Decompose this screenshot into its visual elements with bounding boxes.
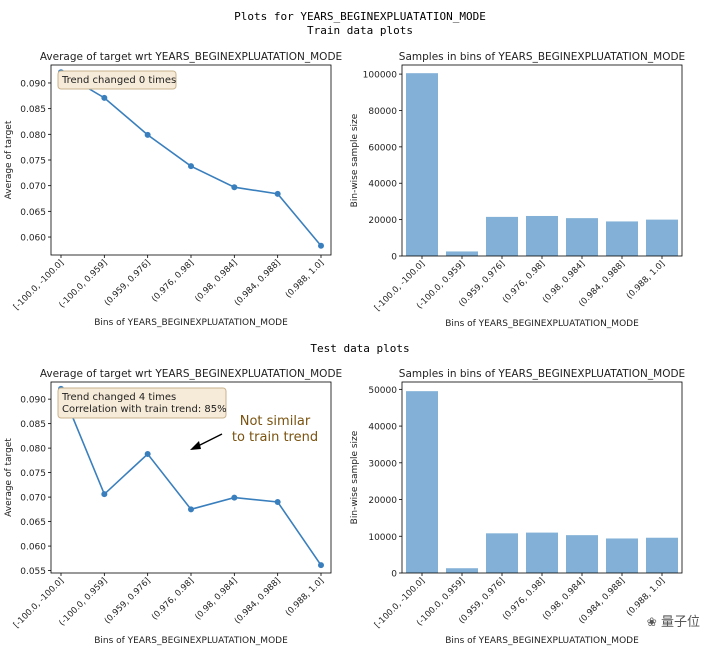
- train-bar-title: Samples in bins of YEARS_BEGINEXPLUATATI…: [399, 51, 685, 63]
- train-line-point: [274, 190, 281, 197]
- figure-title: Plots for YEARS_BEGINEXPLUATATION_MODE: [234, 10, 486, 23]
- test-line-ytick-label: 0.065: [20, 518, 46, 528]
- train-bar-xtick-label: (0.988, 1.0]: [625, 259, 667, 301]
- train-line-point: [318, 242, 324, 249]
- train-line-ytick-label: 0.085: [20, 105, 46, 115]
- test-bar-ytick-label: 0: [391, 570, 397, 580]
- test-line-xlabel: Bins of YEARS_BEGINEXPLUATATION_MODE: [94, 636, 288, 646]
- test-bar-bar: [486, 533, 518, 573]
- train-bar-ylabel: Bin-wise sample size: [350, 113, 360, 207]
- test-line-xtick-label: (0.984, 0.988]: [233, 576, 283, 626]
- test-bar-ytick-label: 20000: [368, 496, 397, 506]
- test-line-ytick-label: 0.090: [20, 396, 46, 406]
- train-line-xtick-label: (0.984, 0.988]: [233, 258, 283, 308]
- train-line-axes-frame: [50, 64, 332, 256]
- test-line-annotation-arrow: [195, 433, 223, 448]
- train-bar-ytick-label: 100000: [363, 71, 398, 81]
- test-line-info-line: Correlation with train trend: 85%: [62, 404, 227, 415]
- test-bar-bar: [646, 537, 678, 573]
- test-line-point: [101, 491, 108, 498]
- train-line-xtick-label: (0.988, 1.0]: [284, 258, 326, 300]
- train-bar-ytick-label: 40000: [368, 180, 397, 190]
- train-line-info-box: [57, 70, 177, 90]
- test-line-ylabel: Average of target: [4, 438, 14, 517]
- watermark: ❀ 量子位: [647, 611, 700, 630]
- train-line-point: [231, 184, 238, 191]
- test-section-header: Test data plots: [310, 342, 410, 355]
- test-line-info-box: [57, 387, 227, 419]
- test-line-info-line: Trend changed 4 times: [61, 392, 176, 403]
- train-line-point: [188, 163, 194, 170]
- test-bar-ylabel: Bin-wise sample size: [350, 430, 360, 524]
- train-bar-xlabel: Bins of YEARS_BEGINEXPLUATATION_MODE: [445, 319, 639, 329]
- train-bar-bar: [486, 216, 518, 256]
- test-line-annotation-arrowhead: [190, 441, 201, 450]
- train-section-header: Train data plots: [307, 24, 413, 37]
- test-bar-bar: [526, 532, 558, 573]
- test-bar-xlabel: Bins of YEARS_BEGINEXPLUATATION_MODE: [445, 636, 639, 646]
- train-line-xlabel: Bins of YEARS_BEGINEXPLUATATION_MODE: [94, 318, 288, 328]
- test-line-point: [188, 506, 194, 513]
- train-line-xtick-label: (0.98, 0.984]: [193, 258, 239, 304]
- train-line-ytick-label: 0.065: [20, 208, 46, 218]
- train-bar-ytick-label: 60000: [368, 143, 397, 153]
- watermark-logo-icon: ❀: [646, 615, 657, 629]
- train-line-ytick-label: 0.075: [20, 157, 46, 167]
- test-line-ytick-label: 0.060: [20, 543, 46, 553]
- test-line-annotation-text: Not similar: [240, 414, 311, 429]
- test-line-xtick-label: (0.98, 0.984]: [193, 576, 239, 622]
- test-bar-bar: [446, 568, 478, 573]
- train-line-series-line: [60, 71, 322, 247]
- test-line-ytick-label: 0.070: [20, 494, 46, 504]
- train-line-xtick-label: (0.959, 0.976]: [103, 258, 153, 308]
- train-bar-bar: [566, 218, 598, 256]
- test-line-ytick-label: 0.055: [20, 567, 46, 577]
- watermark-text: 量子位: [660, 615, 700, 630]
- train-bar-ytick-label: 80000: [368, 107, 397, 117]
- test-line-xtick-label: (0.959, 0.976]: [103, 576, 153, 626]
- test-line-xtick-label: (0.988, 1.0]: [284, 576, 326, 618]
- test-line-title: Average of target wrt YEARS_BEGINEXPLUAT…: [40, 368, 342, 380]
- train-line-ytick-label: 0.070: [20, 182, 46, 192]
- test-bar-title: Samples in bins of YEARS_BEGINEXPLUATATI…: [399, 368, 685, 380]
- test-bar-bar: [566, 535, 598, 573]
- test-line-point: [231, 494, 238, 501]
- test-bar-ytick-label: 50000: [368, 386, 397, 396]
- test-bar-ytick-label: 30000: [368, 459, 397, 469]
- test-line-annotation-text: to train trend: [232, 430, 318, 445]
- train-line-ytick-label: 0.090: [20, 79, 46, 89]
- test-bar-bar: [606, 538, 638, 573]
- test-line-xtick-label: (0.976, 0.98]: [150, 576, 196, 622]
- test-line-chart: Average of target wrt YEARS_BEGINEXPLUAT…: [4, 368, 342, 646]
- test-bar-bar: [406, 391, 438, 573]
- train-bar-chart: Samples in bins of YEARS_BEGINEXPLUATATI…: [350, 51, 685, 329]
- train-line-chart: Average of target wrt YEARS_BEGINEXPLUAT…: [4, 51, 342, 328]
- test-bar-ytick-label: 40000: [368, 423, 397, 433]
- train-bar-bar: [526, 215, 558, 256]
- test-line-point: [318, 562, 324, 569]
- train-bar-bar: [406, 73, 438, 256]
- train-bar-bar: [606, 221, 638, 256]
- test-bar-ytick-label: 10000: [368, 533, 397, 543]
- train-bar-ytick-label: 20000: [368, 216, 397, 226]
- test-bar-chart: Samples in bins of YEARS_BEGINEXPLUATATI…: [350, 368, 685, 646]
- train-line-point: [101, 94, 108, 101]
- train-line-title: Average of target wrt YEARS_BEGINEXPLUAT…: [40, 51, 342, 63]
- test-line-point: [274, 498, 281, 505]
- test-line-ytick-label: 0.075: [20, 469, 46, 479]
- train-line-info-line: Trend changed 0 times: [61, 75, 176, 86]
- train-line-ylabel: Average of target: [4, 120, 14, 199]
- test-line-point: [144, 450, 151, 457]
- train-line-xtick-label: (0.976, 0.98]: [150, 258, 196, 304]
- train-bar-bar: [446, 251, 478, 256]
- train-bar-bar: [646, 219, 678, 256]
- train-line-point: [144, 131, 151, 138]
- train-bar-ytick-label: 0: [391, 253, 397, 263]
- train-line-ytick-label: 0.060: [20, 234, 46, 244]
- test-line-ytick-label: 0.080: [20, 445, 46, 455]
- train-line-ytick-label: 0.080: [20, 131, 46, 141]
- test-line-ytick-label: 0.085: [20, 420, 46, 430]
